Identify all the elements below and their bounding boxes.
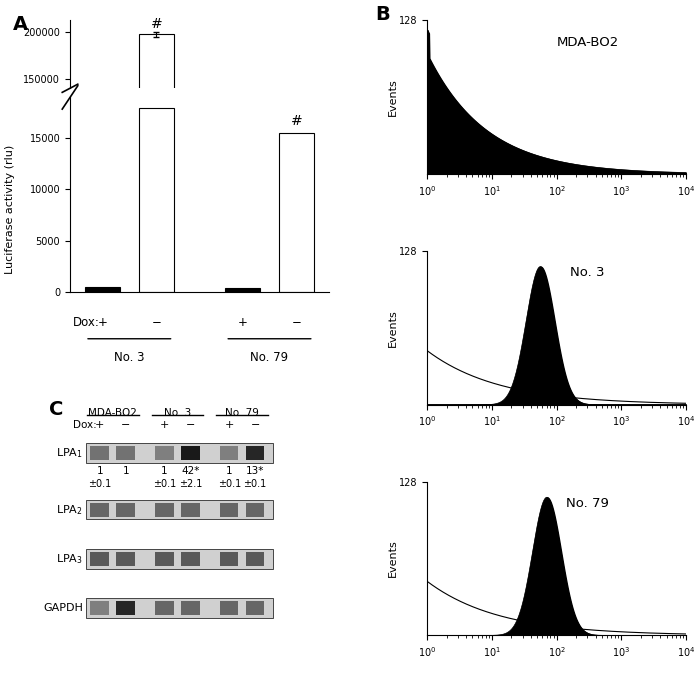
Text: No. 3: No. 3 (114, 351, 145, 364)
Text: No. 79: No. 79 (566, 497, 609, 510)
Bar (90, 552, 109, 566)
Text: #: # (150, 17, 162, 31)
Bar (90, 503, 109, 516)
Text: LPA$_2$: LPA$_2$ (56, 503, 83, 516)
Bar (85, 550, 273, 569)
Text: C: C (49, 400, 64, 419)
Bar (139, 107, 174, 292)
Bar (246, 601, 265, 614)
Bar (155, 601, 174, 614)
Bar (85, 443, 273, 463)
Text: +: + (225, 420, 234, 431)
Text: B: B (375, 5, 390, 24)
Bar (85, 287, 120, 292)
Text: Dox:: Dox: (73, 316, 99, 329)
Text: ±0.1: ±0.1 (244, 479, 267, 489)
Text: Luciferase activity (rlu): Luciferase activity (rlu) (6, 145, 15, 274)
Bar (220, 446, 239, 460)
Text: +: + (97, 316, 107, 329)
Text: ±2.1: ±2.1 (178, 479, 202, 489)
Text: 1: 1 (97, 466, 103, 477)
Bar (155, 446, 174, 460)
Bar (85, 500, 273, 519)
Text: MDA-BO2: MDA-BO2 (556, 36, 619, 49)
Bar (116, 503, 135, 516)
Text: +: + (237, 316, 248, 329)
Y-axis label: Events: Events (388, 309, 398, 347)
Text: −: − (291, 316, 302, 329)
Y-axis label: Events: Events (388, 78, 398, 116)
Text: 1: 1 (122, 466, 129, 477)
Bar (155, 552, 174, 566)
Text: −: − (186, 420, 195, 431)
Bar (220, 503, 239, 516)
Bar (139, 34, 174, 220)
Text: −: − (121, 420, 130, 431)
Text: No. 79: No. 79 (251, 351, 288, 364)
Text: ±0.1: ±0.1 (88, 479, 111, 489)
Y-axis label: Events: Events (388, 539, 398, 577)
Text: LPA$_1$: LPA$_1$ (56, 446, 83, 460)
Bar (116, 552, 135, 566)
Bar (181, 503, 200, 516)
Bar (246, 446, 265, 460)
Bar (90, 601, 109, 614)
Text: No. 3: No. 3 (164, 408, 191, 418)
Text: No. 3: No. 3 (570, 266, 605, 279)
Bar (246, 552, 265, 566)
Bar (181, 552, 200, 566)
Text: 42*: 42* (181, 466, 200, 477)
Bar (220, 601, 239, 614)
Bar (155, 503, 174, 516)
Bar (181, 446, 200, 460)
Bar (220, 552, 239, 566)
Text: GAPDH: GAPDH (43, 603, 83, 612)
Bar (246, 503, 265, 516)
Text: +: + (95, 420, 104, 431)
Text: MDA-BO2: MDA-BO2 (88, 408, 137, 418)
Bar (279, 206, 314, 220)
Text: Dox:: Dox: (73, 420, 97, 431)
Text: No. 79: No. 79 (225, 408, 259, 418)
Text: −: − (151, 316, 161, 329)
Bar (116, 601, 135, 614)
Bar (279, 133, 314, 292)
Bar (116, 446, 135, 460)
Bar (181, 601, 200, 614)
Bar (90, 446, 109, 460)
Text: A: A (13, 15, 28, 34)
Bar (85, 598, 273, 618)
Bar (225, 287, 260, 292)
Text: −: − (251, 420, 260, 431)
Text: 1: 1 (226, 466, 232, 477)
Text: ±0.1: ±0.1 (218, 479, 241, 489)
Text: LPA$_3$: LPA$_3$ (56, 552, 83, 566)
Text: +: + (160, 420, 169, 431)
Text: 13*: 13* (246, 466, 264, 477)
Text: #: # (290, 114, 302, 128)
Text: 1: 1 (161, 466, 168, 477)
Text: ±0.1: ±0.1 (153, 479, 176, 489)
